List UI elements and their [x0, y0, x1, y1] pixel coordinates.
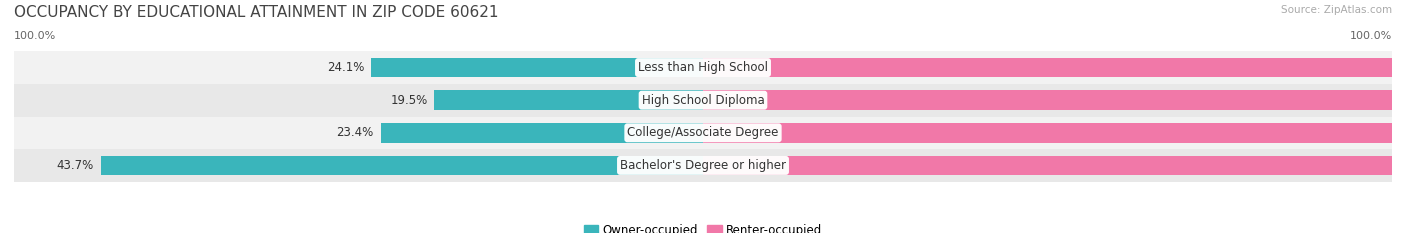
- Bar: [14, 116, 1392, 149]
- Bar: [703, 123, 1406, 143]
- Bar: [371, 58, 703, 77]
- Text: 19.5%: 19.5%: [391, 94, 427, 107]
- Bar: [703, 90, 1406, 110]
- Text: 43.7%: 43.7%: [56, 159, 94, 172]
- Bar: [434, 90, 703, 110]
- Legend: Owner-occupied, Renter-occupied: Owner-occupied, Renter-occupied: [583, 224, 823, 233]
- Bar: [381, 123, 703, 143]
- Text: Less than High School: Less than High School: [638, 61, 768, 74]
- Text: 24.1%: 24.1%: [326, 61, 364, 74]
- Text: 100.0%: 100.0%: [1350, 31, 1392, 41]
- Text: Source: ZipAtlas.com: Source: ZipAtlas.com: [1281, 5, 1392, 15]
- Bar: [14, 51, 1392, 84]
- Bar: [101, 156, 703, 175]
- Text: OCCUPANCY BY EDUCATIONAL ATTAINMENT IN ZIP CODE 60621: OCCUPANCY BY EDUCATIONAL ATTAINMENT IN Z…: [14, 5, 499, 20]
- Text: High School Diploma: High School Diploma: [641, 94, 765, 107]
- Bar: [703, 156, 1406, 175]
- Text: Bachelor's Degree or higher: Bachelor's Degree or higher: [620, 159, 786, 172]
- Bar: [14, 149, 1392, 182]
- Text: College/Associate Degree: College/Associate Degree: [627, 126, 779, 139]
- Text: 23.4%: 23.4%: [336, 126, 374, 139]
- Text: 100.0%: 100.0%: [14, 31, 56, 41]
- Bar: [703, 58, 1406, 77]
- Bar: [14, 84, 1392, 116]
